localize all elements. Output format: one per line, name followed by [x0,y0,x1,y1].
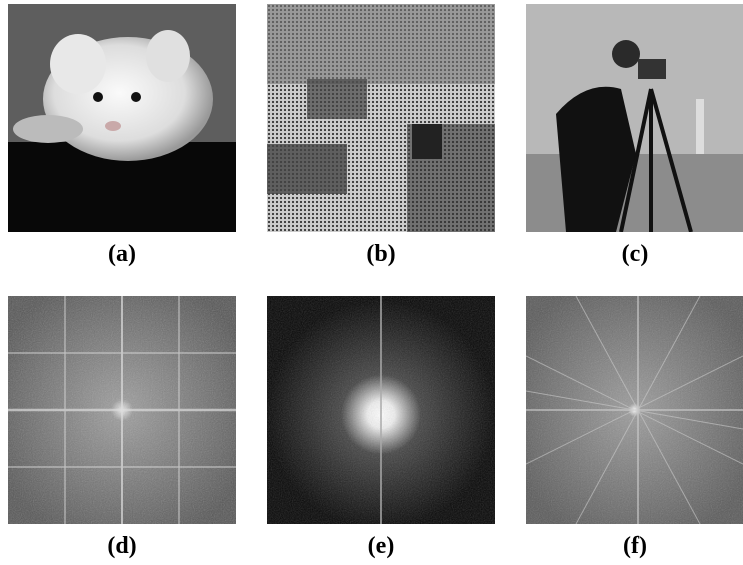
caption: (d) [8,533,236,560]
spectrum-e [267,296,495,524]
image-e [267,296,495,524]
caption: (e) [267,533,495,560]
image-b [267,4,495,232]
mouse-image [8,4,236,232]
image-f [526,296,743,524]
caption: (b) [267,241,495,268]
cameraman-image [526,4,743,232]
spectrum-d [8,296,236,524]
caption: (a) [8,241,236,268]
caption: (f) [521,533,743,560]
spectrum-f [526,296,743,524]
caption: (c) [521,241,743,268]
image-a [8,4,236,232]
image-c [526,4,743,232]
blocks-image [267,4,495,232]
figure: {"panels": [{"label": "(a)"}, {"label": … [0,0,743,565]
image-d [8,296,236,524]
